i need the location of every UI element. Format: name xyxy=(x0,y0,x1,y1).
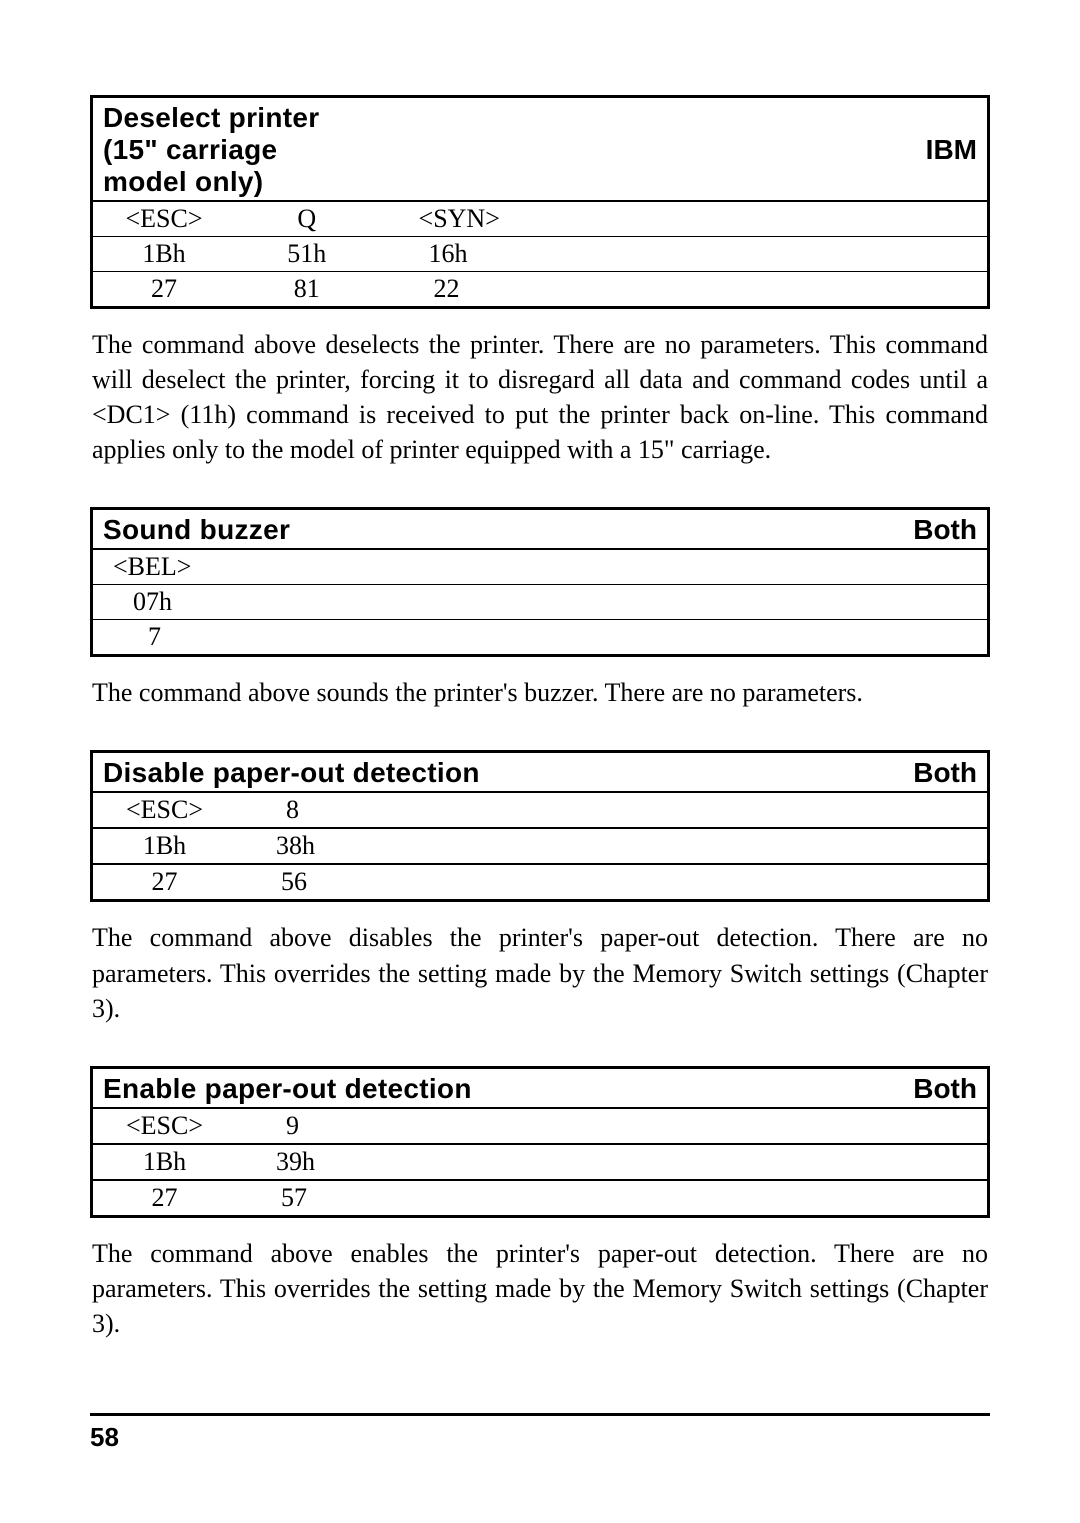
command-mode: Both xyxy=(728,509,988,550)
command-section: Disable paper-out detection Both <ESC> 8 xyxy=(90,750,990,1025)
code-cell: 27 xyxy=(92,272,236,308)
code-cell: 51h xyxy=(235,237,379,272)
code-cell: 27 xyxy=(93,1181,236,1215)
command-mode: Both xyxy=(828,1067,989,1108)
code-cell: <SYN> xyxy=(379,201,989,237)
command-description: The command above deselects the printer.… xyxy=(92,327,988,467)
code-cell: 8 xyxy=(236,793,987,828)
page-number: 58 xyxy=(90,1422,990,1453)
page-footer: 58 xyxy=(90,1413,990,1453)
code-cell: 56 xyxy=(236,865,987,899)
code-row-ascii: <ESC> 8 xyxy=(92,792,989,829)
code-row-ascii: <ESC> Q <SYN> xyxy=(92,201,989,237)
page: Deselect printer (15" carriage model onl… xyxy=(0,0,1080,1523)
code-cell: 27 xyxy=(93,865,236,899)
code-cell: <ESC> xyxy=(93,1109,236,1144)
command-table: Enable paper-out detection Both <ESC> 9 xyxy=(90,1066,990,1218)
code-cell: 07h xyxy=(92,585,989,620)
command-table: Disable paper-out detection Both <ESC> 8 xyxy=(90,750,990,902)
footer-rule xyxy=(90,1413,990,1416)
command-description: The command above sounds the printer's b… xyxy=(92,675,988,710)
command-header-row: Enable paper-out detection Both xyxy=(92,1067,989,1108)
command-mode: IBM xyxy=(379,97,989,202)
code-row-hex: 1Bh 51h 16h xyxy=(92,237,989,272)
code-cell: 22 xyxy=(379,272,989,308)
command-description: The command above disables the printer's… xyxy=(92,920,988,1025)
code-cell: <ESC> xyxy=(92,201,236,237)
code-cell: 16h xyxy=(379,237,989,272)
command-description: The command above enables the printer's … xyxy=(92,1236,988,1341)
code-cell: 7 xyxy=(92,620,989,656)
command-header-row: Sound buzzer Both xyxy=(92,509,989,550)
command-title: Deselect printer (15" carriage model onl… xyxy=(92,97,379,202)
code-row-ascii: <ESC> 9 xyxy=(92,1108,989,1145)
command-title: Enable paper-out detection xyxy=(92,1067,828,1108)
command-title: Disable paper-out detection xyxy=(92,752,831,793)
code-cell: Q xyxy=(235,201,379,237)
command-mode: Both xyxy=(830,752,988,793)
command-header-row: Disable paper-out detection Both xyxy=(92,752,989,793)
command-section: Sound buzzer Both <BEL> 07h 7 The comman… xyxy=(90,507,990,710)
code-row-dec: 27 57 xyxy=(92,1180,989,1216)
code-row-hex: 07h xyxy=(92,585,989,620)
command-title: Sound buzzer xyxy=(92,509,729,550)
code-row-hex: 1Bh 38h xyxy=(92,829,989,865)
command-table: Sound buzzer Both <BEL> 07h 7 xyxy=(90,507,990,657)
code-cell: <ESC> xyxy=(93,793,236,828)
code-cell: <BEL> xyxy=(92,549,989,585)
code-row-ascii: <BEL> xyxy=(92,549,989,585)
code-row-dec: 27 81 22 xyxy=(92,272,989,308)
code-cell: 9 xyxy=(236,1109,987,1144)
code-row-hex: 1Bh 39h xyxy=(92,1144,989,1180)
code-cell: 39h xyxy=(236,1145,987,1180)
code-row-dec: 7 xyxy=(92,620,989,656)
code-cell: 1Bh xyxy=(92,237,236,272)
code-row-dec: 27 56 xyxy=(92,865,989,901)
command-section: Deselect printer (15" carriage model onl… xyxy=(90,95,990,467)
code-cell: 57 xyxy=(236,1181,987,1215)
code-cell: 1Bh xyxy=(93,829,236,864)
command-section: Enable paper-out detection Both <ESC> 9 xyxy=(90,1066,990,1341)
code-cell: 1Bh xyxy=(93,1145,236,1180)
command-table: Deselect printer (15" carriage model onl… xyxy=(90,95,990,309)
code-cell: 81 xyxy=(235,272,379,308)
code-cell: 38h xyxy=(236,829,987,864)
command-header-row: Deselect printer (15" carriage model onl… xyxy=(92,97,989,202)
